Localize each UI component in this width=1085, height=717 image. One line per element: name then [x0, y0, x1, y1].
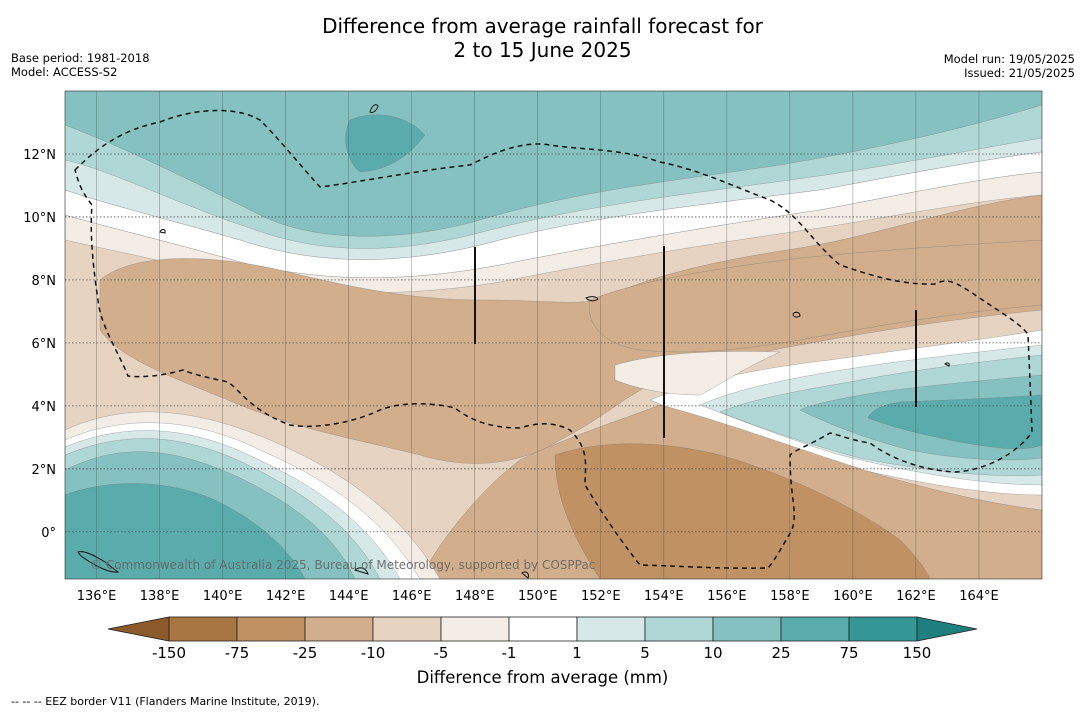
colorbar-swatch [576, 616, 646, 642]
longitude-labels: 136°E 138°E 140°E 142°E 144°E 146°E 148°E 150°E… [77, 589, 999, 604]
latitude-label: 6°N [32, 337, 57, 352]
longitude-label: 160°E [833, 589, 873, 604]
latitude-label: 10°N [23, 211, 56, 226]
colorbar-tick-label: -75 [225, 644, 250, 662]
colorbar: -150 -75 -25 -10 -5 -1 1 5 10 25 75 150 [107, 616, 978, 662]
longitude-label: 150°E [518, 589, 558, 604]
east-central-dry-5 [614, 351, 781, 396]
longitude-label: 152°E [581, 589, 621, 604]
island-pohnpei [792, 311, 801, 318]
colorbar-tick-label: 25 [771, 644, 790, 662]
latitude-label: 4°N [32, 400, 57, 415]
latitude-label: 8°N [32, 274, 57, 289]
colorbar-title: Difference from average (mm) [416, 668, 669, 687]
latitude-label: 2°N [32, 463, 57, 478]
colorbar-tick-label: 5 [640, 644, 650, 662]
model-name: Model: ACCESS-S2 [11, 65, 118, 79]
colorbar-tick-label: -25 [293, 644, 318, 662]
longitude-label: 148°E [455, 589, 495, 604]
north-wet-25 [345, 114, 426, 173]
colorbar-swatch [440, 616, 510, 642]
chart-title: Difference from average rainfall forecas… [0, 14, 1085, 62]
longitude-label: 154°E [644, 589, 684, 604]
eez-footnote: -- -- -- EEZ border V11 (Flanders Marine… [11, 695, 320, 708]
longitude-label: 142°E [266, 589, 306, 604]
colorbar-extend-low [107, 616, 170, 642]
longitude-label: 156°E [707, 589, 747, 604]
central-east-dry-25 [589, 239, 1042, 353]
colorbar-swatch [644, 616, 714, 642]
longitude-label: 162°E [896, 589, 936, 604]
longitude-label: 138°E [140, 589, 180, 604]
colorbar-tick-label: 150 [903, 644, 932, 662]
copyright-credit: © Commonwealth of Australia 2025, Bureau… [90, 558, 596, 572]
island-kosrae [944, 362, 950, 367]
longitude-label: 164°E [959, 589, 999, 604]
islands [77, 104, 950, 579]
latitude-label: 12°N [23, 148, 56, 163]
colorbar-swatch [508, 616, 578, 642]
colorbar-tick-label: -10 [361, 644, 386, 662]
eez-segments [474, 246, 917, 438]
longitude-label: 144°E [329, 589, 369, 604]
model-run: Model run: 19/05/2025 [943, 52, 1075, 66]
island-guam [369, 104, 379, 113]
island-manus [353, 567, 369, 575]
colorbar-swatch [372, 616, 442, 642]
meta-left: Base period: 1981-2018 Model: ACCESS-S2 [11, 51, 150, 79]
colorbar-swatch [712, 616, 782, 642]
north-wet-10 [65, 91, 1042, 237]
map-frame [64, 90, 1043, 580]
latitude-label: 0° [41, 526, 56, 541]
colorbar-swatch [848, 616, 918, 642]
colorbar-tick-label: -5 [434, 644, 449, 662]
colorbar-tick-label: 75 [839, 644, 858, 662]
longitude-label: 140°E [203, 589, 243, 604]
meta-right: Model run: 19/05/2025 Issued: 21/05/2025 [944, 52, 1075, 80]
east-wet-25 [867, 394, 1042, 449]
base-period: Base period: 1981-2018 [11, 51, 150, 65]
meridians [96, 91, 980, 579]
longitude-label: 146°E [392, 589, 432, 604]
island-nissan [521, 571, 529, 579]
colorbar-swatch [236, 616, 306, 642]
colorbar-extend-high [916, 616, 978, 642]
southwest-wet-25 [65, 483, 306, 579]
island-yap [159, 229, 166, 234]
latitude-labels: 12°N 10°N 8°N 6°N 4°N 2°N 0° [23, 148, 56, 541]
colorbar-tick-label: 1 [572, 644, 582, 662]
longitude-label: 136°E [77, 589, 117, 604]
colorbar-swatch [780, 616, 850, 642]
rainfall-anomaly-field [65, 91, 1042, 579]
issued-date: Issued: 21/05/2025 [964, 66, 1075, 80]
colorbar-swatch [304, 616, 374, 642]
colorbar-tick-label: 10 [703, 644, 722, 662]
title-line-1: Difference from average rainfall forecas… [322, 14, 763, 38]
eez-border [74, 109, 1033, 569]
colorbar-tick-label: -1 [502, 644, 517, 662]
colorbar-swatch [168, 616, 238, 642]
island-png-coast [77, 551, 120, 573]
longitude-label: 158°E [770, 589, 810, 604]
colorbar-tick-label: -150 [152, 644, 186, 662]
title-line-2: 2 to 15 June 2025 [453, 38, 632, 62]
southeast-dry-75 [554, 443, 931, 579]
island-chuuk [585, 296, 599, 302]
